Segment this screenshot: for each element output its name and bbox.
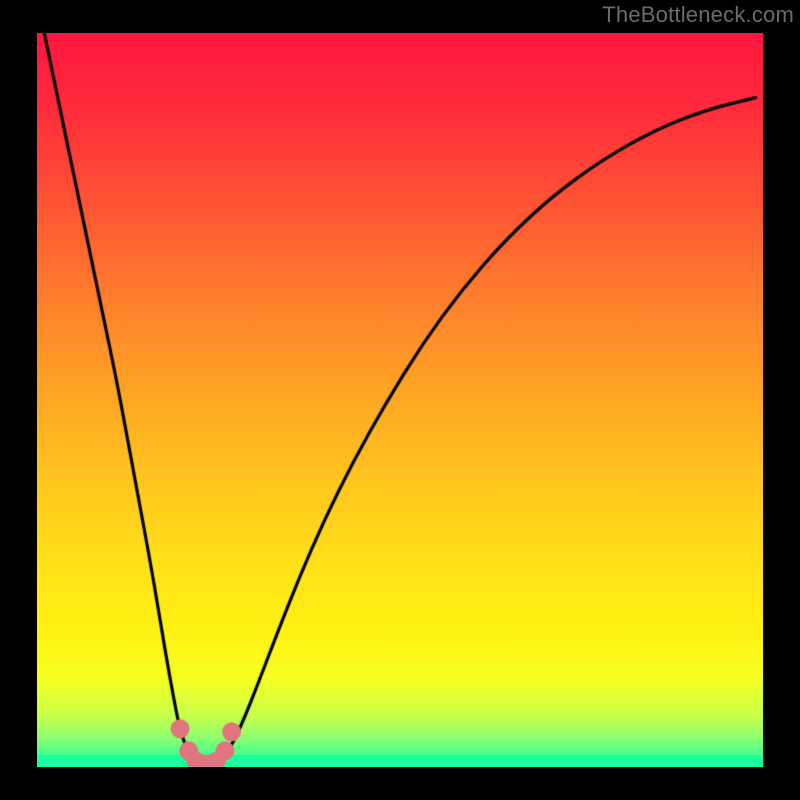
attribution-text: TheBottleneck.com: [602, 2, 794, 28]
bottleneck-curve-plot: [0, 0, 800, 800]
